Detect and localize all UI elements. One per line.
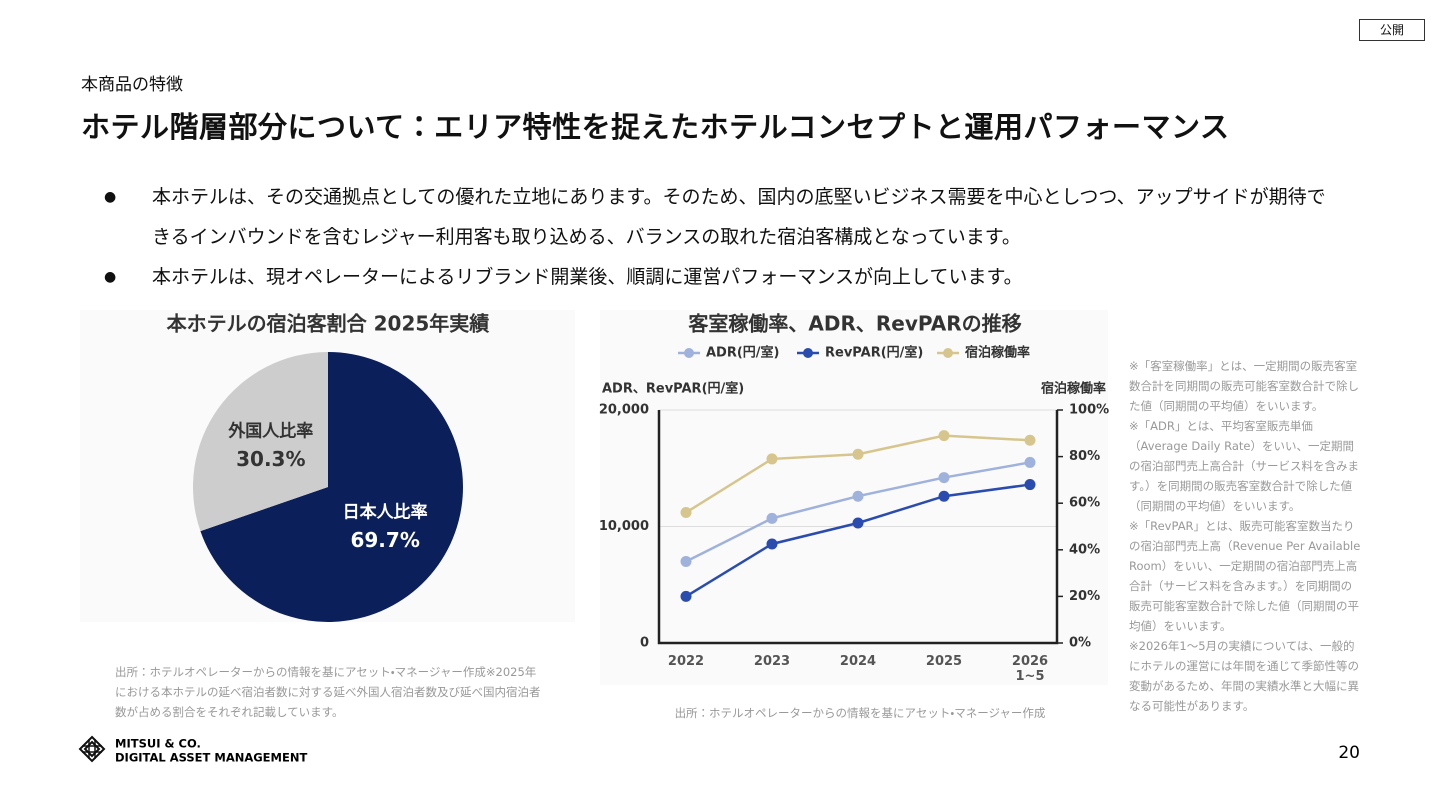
note: ※「客室稼働率」とは、一定期間の販売客室数合計を同期間の販売可能客室数合計で除し… <box>1129 359 1359 413</box>
y2-axis-title: 宿泊稼働率 <box>1040 381 1106 397</box>
y-tick-label: 10,000 <box>599 519 649 534</box>
data-point <box>938 490 950 502</box>
section: 本商品の特徴 <box>81 75 183 95</box>
slice-label: 外国人比率 <box>227 420 313 441</box>
data-point <box>766 512 778 524</box>
label: 公開 <box>1359 19 1425 41</box>
x-tick-label: 2026 1~5 <box>1011 654 1049 684</box>
pie-title: 本ホテルの宿泊客割合 2025年実績 <box>166 312 491 336</box>
data-point <box>852 517 864 529</box>
x-tick-label: 2023 <box>753 654 791 669</box>
y2-tick-label: 80% <box>1069 449 1100 464</box>
x-tick-label: 2025 <box>925 654 963 669</box>
note: ※2026年1～5月の実績については、一般的にホテルの運営には年間を通じて季節性… <box>1129 639 1359 713</box>
bullet-text: 本ホテルは、その交通拠点としての優れた立地にあります。そのため、国内の底堅いビジ… <box>152 186 1326 248</box>
logo-text: DIGITAL ASSET MANAGEMENT <box>115 751 307 765</box>
logo-text: MITSUI & CO. <box>115 737 201 751</box>
slice-value: 69.7% <box>350 528 419 552</box>
logo <box>78 735 106 763</box>
title: ホテル階層部分について：エリア特性を捉えたホテルコンセプトと運用パフォーマンス <box>81 110 1230 144</box>
legend-marker <box>943 348 953 358</box>
bullet: ● 本ホテルは、その交通拠点としての優れた立地にあります。そのため、国内の底堅いビ… <box>104 177 1344 257</box>
pie-slice <box>200 352 463 623</box>
x-tick-label: 2022 <box>667 654 705 669</box>
legend-label: RevPAR(円/室) <box>825 345 923 361</box>
x-tick-label: 2024 <box>839 654 877 669</box>
slice-value: 30.3% <box>236 447 305 471</box>
y-tick-label: 20,000 <box>599 403 649 418</box>
data-point <box>766 453 778 465</box>
slice-label: 日本人比率 <box>343 502 428 523</box>
bullet-text: 本ホテルは、現オペレーターによるリブランド開業後、順調に運営パフォーマンスが向上… <box>152 266 1023 288</box>
data-point <box>938 472 950 484</box>
note: ※「ADR」とは、平均客室販売単価（Average Daily Rate）をいい… <box>1129 419 1359 513</box>
data-point <box>852 448 864 460</box>
note: ※「RevPAR」とは、販売可能客室数当たりの宿泊部門売上高（Revenue P… <box>1129 519 1361 633</box>
y2-tick-label: 60% <box>1069 496 1100 511</box>
line-source: 出所：ホテルオペレーターからの情報を基にアセット・マネージャー作成 <box>674 706 1046 720</box>
bullet: ● 本ホテルは、現オペレーターによるリブランド開業後、順調に運営パフォーマンスが向… <box>104 257 1344 297</box>
data-point <box>680 590 692 602</box>
data-point <box>1024 434 1036 446</box>
line-title: 客室稼働率、ADR、RevPARの推移 <box>688 312 1021 336</box>
y2-tick-label: 100% <box>1069 403 1109 418</box>
legend-marker <box>684 348 694 358</box>
notes: ※「客室稼働率」とは、一定期間の販売客室数合計を同期間の販売可能客室数合計で除し… <box>1129 356 1363 716</box>
pie-source: 出所：ホテルオペレーターからの情報を基にアセット・マネージャー作成※2025年に… <box>115 665 541 719</box>
legend-label: 宿泊稼働率 <box>964 345 1030 361</box>
data-point <box>766 538 778 550</box>
data-point <box>680 507 692 519</box>
y2-tick-label: 0% <box>1069 636 1091 651</box>
legend-marker <box>803 348 813 358</box>
y2-tick-label: 40% <box>1069 542 1100 557</box>
y-tick-label: 0 <box>640 636 649 651</box>
data-point <box>852 490 864 502</box>
legend-label: ADR(円/室) <box>706 345 780 361</box>
y2-tick-label: 20% <box>1069 589 1100 604</box>
page-number: 20 <box>1338 743 1360 763</box>
data-point <box>1024 456 1036 468</box>
data-point <box>938 430 950 442</box>
data-point <box>1024 479 1036 491</box>
axes <box>657 410 1059 645</box>
pie-slice <box>193 352 328 532</box>
data-point <box>680 555 692 567</box>
y-axis-title: ADR、RevPAR(円/室) <box>602 381 744 397</box>
